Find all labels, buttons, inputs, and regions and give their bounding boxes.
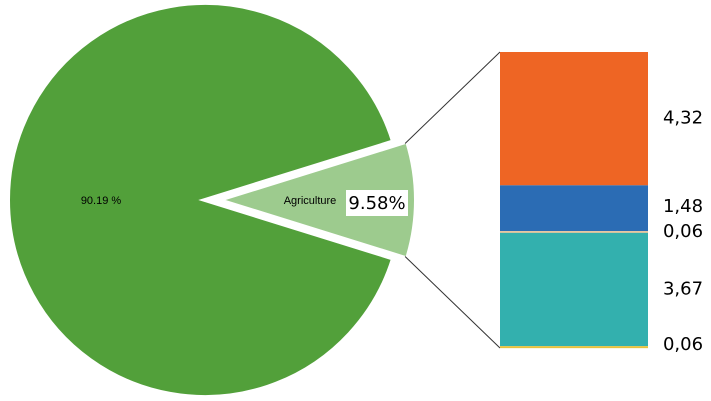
value-label: 3,67 [663, 279, 703, 300]
pie-slice [6, 1, 396, 399]
pie-slice [212, 138, 418, 262]
connector [404, 51, 501, 144]
bar-segment [500, 232, 648, 347]
slice-name: Agriculture [284, 195, 337, 207]
value-label: 0,06 [663, 221, 703, 242]
value-label: 0,06 [663, 334, 703, 355]
slice-label: 90.19 % [81, 195, 122, 207]
slice-label: 9.58% [348, 193, 405, 214]
bar-segment [500, 52, 648, 186]
label-bg [346, 190, 408, 216]
bar-segment [500, 346, 648, 349]
bar-segment [500, 185, 648, 232]
bar-segment [500, 231, 648, 234]
connector [404, 256, 501, 349]
value-label: 4,32 [663, 108, 703, 129]
value-label: 1,48 [663, 196, 703, 217]
